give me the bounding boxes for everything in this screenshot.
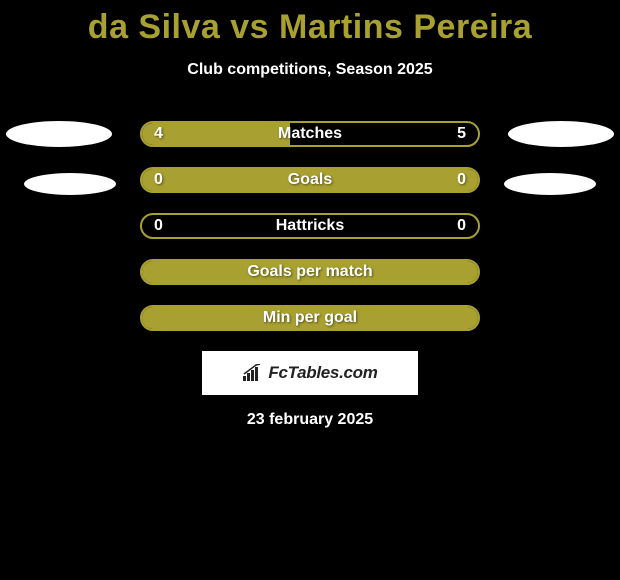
player-ellipse — [504, 173, 596, 195]
stat-row: Hattricks0 0 — [0, 213, 620, 239]
player-ellipse — [508, 121, 614, 147]
stat-value-left: 0 — [154, 217, 163, 235]
subtitle: Club competitions, Season 2025 — [0, 61, 620, 79]
stats-area: Matches45Goals00Hattricks00Goals per mat… — [0, 121, 620, 331]
stat-value-right: 0 — [457, 171, 466, 189]
stat-label: Min per goal — [142, 309, 478, 327]
stat-row: Min per goal — [0, 305, 620, 331]
stat-value-left: 4 — [154, 125, 163, 143]
stat-label: Goals — [142, 171, 478, 189]
chart-icon — [242, 364, 264, 382]
stat-label: Goals per match — [142, 263, 478, 281]
player-ellipse — [24, 173, 116, 195]
stat-bar: Hattricks0 0 — [140, 213, 480, 239]
watermark-badge: FcTables.com — [202, 351, 418, 395]
stat-value-right: 0 — [457, 217, 466, 235]
stat-label: Matches — [142, 125, 478, 143]
stat-bar: Goals0 0 — [140, 167, 480, 193]
stat-bar: Matches4 5 — [140, 121, 480, 147]
stat-bar: Min per goal — [140, 305, 480, 331]
date-label: 23 february 2025 — [0, 411, 620, 429]
stat-value-left: 0 — [154, 171, 163, 189]
watermark-text: FcTables.com — [268, 363, 377, 383]
player-ellipse — [6, 121, 112, 147]
stat-value-right: 5 — [457, 125, 466, 143]
stat-row: Goals per match — [0, 259, 620, 285]
stat-label: Hattricks — [142, 217, 478, 235]
stat-bar: Goals per match — [140, 259, 480, 285]
page-title: da Silva vs Martins Pereira — [0, 0, 620, 47]
